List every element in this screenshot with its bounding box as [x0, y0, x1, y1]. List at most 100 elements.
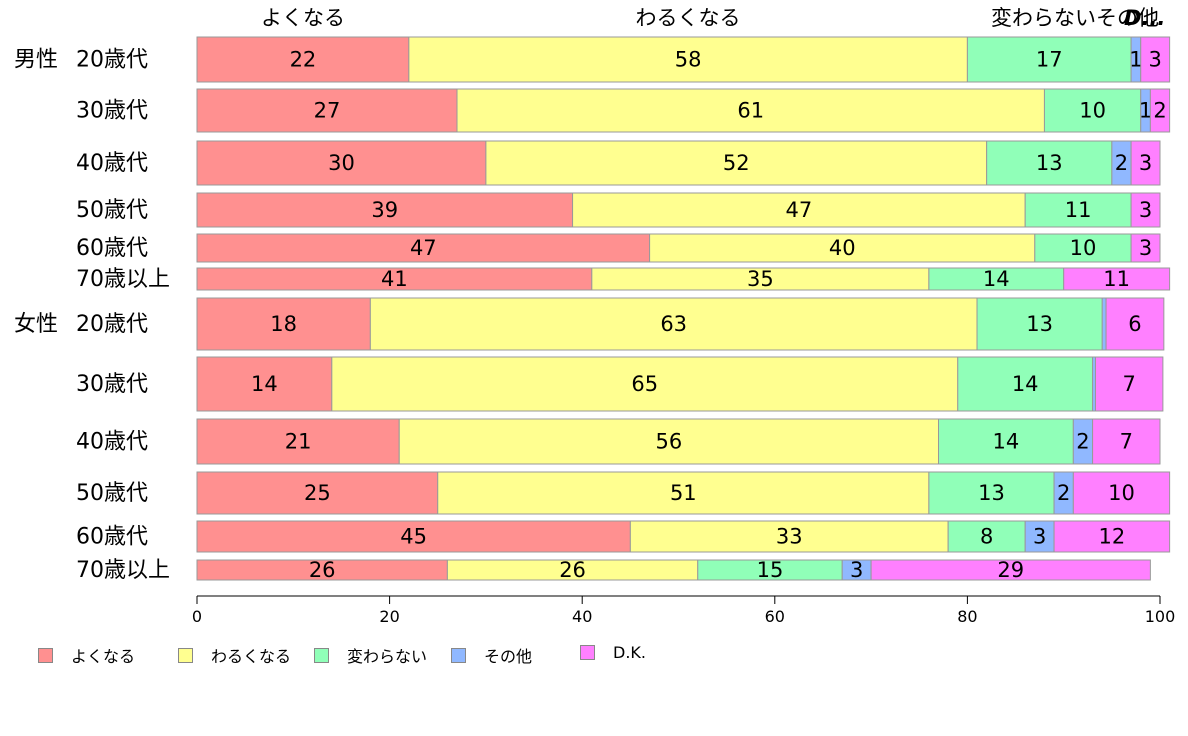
data-label: 8 — [980, 525, 993, 549]
data-label: 13 — [1036, 151, 1063, 175]
x-tick-label: 80 — [957, 607, 977, 626]
data-label: 7 — [1122, 372, 1135, 396]
data-label: 10 — [1070, 236, 1097, 260]
data-label: 3 — [1139, 198, 1152, 222]
bar-segment — [196, 36, 410, 83]
bar-segment — [947, 520, 1026, 553]
data-label: 51 — [670, 481, 697, 505]
bar-segment — [572, 192, 1026, 228]
column-header: D... — [1124, 6, 1165, 30]
data-label: 3 — [1139, 236, 1152, 260]
bar-segment — [1072, 471, 1171, 515]
bar-segment — [1043, 88, 1142, 133]
group-label: 女性 — [14, 312, 58, 337]
legend-swatch — [451, 647, 466, 663]
bar-segment — [408, 36, 968, 83]
legend-swatch — [314, 647, 329, 663]
category-label: 50歳代 — [76, 198, 148, 223]
bar-segment — [1034, 233, 1132, 263]
data-label: 14 — [251, 372, 278, 396]
bar-segment — [196, 471, 439, 515]
data-label: 63 — [660, 312, 687, 336]
bar-segment — [196, 418, 400, 465]
data-label: 2 — [1057, 481, 1070, 505]
column-header: よくなる — [261, 6, 345, 30]
bar-segment — [456, 88, 1045, 133]
category-label: 40歳代 — [76, 430, 148, 455]
data-label: 29 — [997, 558, 1024, 582]
bar-segment — [196, 192, 574, 228]
legend-label: その他 — [484, 647, 533, 666]
data-label: 41 — [381, 267, 408, 291]
bar-segment — [437, 471, 930, 515]
bar-segment — [1130, 192, 1161, 228]
legend-label: わるくなる — [211, 647, 292, 666]
bar-segment — [196, 356, 333, 412]
category-label: 40歳代 — [76, 151, 148, 176]
data-label: 13 — [978, 481, 1005, 505]
bar-segment — [398, 418, 940, 465]
legend-item: 変わらない — [314, 643, 427, 667]
data-label: 12 — [1098, 525, 1125, 549]
group-label: 男性 — [14, 48, 58, 73]
bar-segment — [1094, 356, 1164, 412]
bar-segment — [966, 36, 1132, 83]
data-label: 3 — [1148, 48, 1161, 72]
category-label: 20歳代 — [76, 48, 148, 73]
data-label: 6 — [1128, 312, 1141, 336]
bar-segment — [1024, 192, 1132, 228]
data-label: 3 — [1033, 525, 1046, 549]
category-label: 30歳代 — [76, 372, 148, 397]
bar-segment — [1140, 36, 1171, 83]
bar-segment — [196, 520, 631, 553]
category-label: 50歳代 — [76, 481, 148, 506]
bar-segment — [1105, 297, 1165, 351]
bar-segment — [870, 559, 1151, 581]
category-label: 70歳以上 — [76, 267, 170, 292]
legend-swatch — [38, 647, 53, 663]
legend-label: D.K. — [613, 643, 646, 662]
x-tick-label: 20 — [379, 607, 399, 626]
data-label: 1 — [1129, 48, 1142, 72]
bar-segment — [1101, 297, 1107, 351]
data-label: 14 — [993, 430, 1020, 454]
data-label: 65 — [631, 372, 658, 396]
bar-segment — [1053, 520, 1171, 553]
data-label: 27 — [314, 99, 341, 123]
data-label: 25 — [304, 481, 331, 505]
data-label: 52 — [723, 151, 750, 175]
data-label: 47 — [410, 236, 437, 260]
data-label: 22 — [290, 48, 317, 72]
data-label: 58 — [675, 48, 702, 72]
data-label: 33 — [776, 525, 803, 549]
bar-segment — [1130, 233, 1161, 263]
bar-segment — [976, 297, 1103, 351]
category-label: 70歳以上 — [76, 558, 170, 583]
bar-segment — [986, 140, 1113, 186]
bar-segment — [1130, 140, 1161, 186]
bar-segment — [1092, 418, 1161, 465]
bar-segment — [629, 520, 949, 553]
data-label: 35 — [747, 267, 774, 291]
x-tick-label: 100 — [1145, 607, 1176, 626]
legend-item: その他 — [451, 643, 532, 667]
data-label: 1 — [1139, 99, 1152, 123]
data-label: 11 — [1065, 198, 1092, 222]
data-label: 21 — [285, 430, 312, 454]
bar-segment — [331, 356, 959, 412]
data-label: 2 — [1115, 151, 1128, 175]
data-label: 10 — [1079, 99, 1106, 123]
data-label: 10 — [1108, 481, 1135, 505]
data-label: 13 — [1026, 312, 1053, 336]
data-label: 3 — [1139, 151, 1152, 175]
bar-segment — [1149, 88, 1171, 133]
data-label: 2 — [1076, 430, 1089, 454]
x-tick-label: 60 — [765, 607, 785, 626]
category-label: 20歳代 — [76, 312, 148, 337]
bar-segment — [649, 233, 1036, 263]
bar-segment — [1063, 267, 1171, 291]
legend-swatch — [580, 645, 595, 660]
data-label: 2 — [1153, 99, 1166, 123]
column-header: 変わらないその他 — [991, 6, 1159, 30]
